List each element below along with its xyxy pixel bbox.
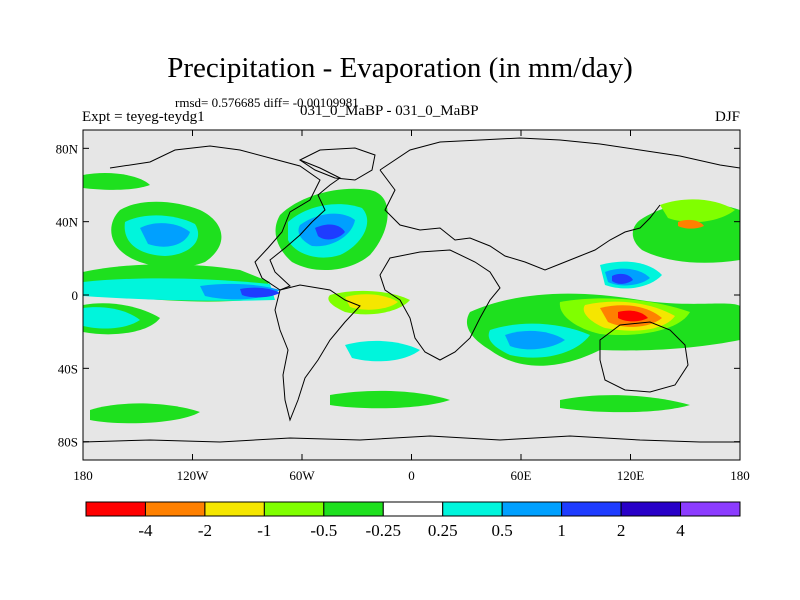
season-label: DJF — [714, 109, 740, 125]
contour-orange-kuroshio — [678, 219, 704, 229]
colorbar-swatch — [263, 501, 325, 517]
colorbar-swatch — [204, 501, 265, 517]
colorbar-label: 0.5 — [492, 521, 513, 540]
plot-title: Precipitation - Evaporation (in mm/day) — [167, 52, 633, 84]
outline-antarctica — [83, 435, 740, 443]
x-tick-label: 180 — [73, 468, 93, 483]
contour-darkblue-itcz — [240, 287, 280, 298]
y-tick-label: 40S — [58, 361, 78, 376]
contour-darkblue-maritime — [612, 273, 633, 284]
contour-green-arctic — [83, 173, 150, 190]
x-tick-label: 60W — [289, 468, 315, 483]
colorbar-swatch — [442, 501, 503, 517]
outline-greenland — [299, 147, 376, 181]
colorbar-label: -1 — [257, 521, 271, 540]
colorbar-label: -4 — [138, 521, 153, 540]
contour-cyan-south-atlantic — [345, 340, 420, 362]
x-tick-label: 180 — [730, 468, 750, 483]
x-tick-label: 0 — [408, 468, 415, 483]
contour-blue-indian — [505, 330, 565, 350]
contour-blue-north-pacific — [140, 223, 190, 247]
y-axis: 80N 40N 0 40S 80S — [56, 141, 740, 450]
colorbar-swatch — [501, 501, 563, 517]
stats-subtitle: rmsd= 0.576685 diff= -0.00109981 — [175, 95, 359, 110]
y-tick-label: 80N — [56, 141, 79, 156]
colorbar-swatch — [680, 501, 741, 517]
x-tick-label: 60E — [511, 468, 532, 483]
contour-yellow-atlantic — [345, 294, 398, 310]
y-tick-label: 40N — [56, 215, 79, 230]
colorbar-swatch — [323, 501, 384, 517]
x-tick-label: 120E — [617, 468, 645, 483]
y-tick-label: 0 — [72, 288, 79, 303]
contour-green-southern-ocean-2 — [330, 390, 450, 409]
contour-darkblue-atlantic — [315, 224, 345, 240]
outline-australia — [599, 321, 689, 393]
outline-eurasia — [379, 137, 740, 271]
colorbar-swatch — [144, 501, 206, 517]
period-label: 031_0_MaBP - 031_0_MaBP — [300, 103, 479, 119]
outline-africa — [379, 249, 501, 361]
colorbar-swatch — [85, 501, 146, 517]
contour-cyan-south-pacific — [83, 307, 140, 329]
colorbar-label: -0.25 — [366, 521, 401, 540]
outline-south-america — [274, 284, 361, 422]
colorbar-label: -0.5 — [310, 521, 337, 540]
contour-green-southern-ocean-1 — [90, 403, 200, 424]
colorbar-swatch — [620, 501, 682, 517]
colorbar-label: 1 — [557, 521, 566, 540]
colorbar-swatch — [561, 501, 622, 517]
colorbar-swatch — [382, 501, 444, 517]
y-tick-label: 80S — [58, 435, 78, 450]
colorbar-label: 0.25 — [428, 521, 458, 540]
outline-north-america — [109, 145, 341, 291]
contour-red-indian — [618, 310, 648, 322]
contour-fields — [83, 173, 740, 424]
experiment-label: Expt = teyeg-teydg1 — [82, 109, 205, 125]
colorbar-label: -2 — [198, 521, 212, 540]
colorbar-label: 4 — [676, 521, 685, 540]
contour-green-southern-ocean-3 — [560, 395, 690, 413]
colorbar: -4 -2 -1 -0.5 -0.25 0.25 0.5 1 2 4 — [85, 501, 741, 540]
x-axis: 180 120W 60W 0 60E 120E 180 — [73, 130, 750, 483]
map-panel: 180 120W 60W 0 60E 120E 180 80N 40N 0 40S 80S — [56, 129, 750, 483]
contour-lightgreen-kuroshio — [660, 199, 735, 223]
continent-outlines — [83, 137, 740, 443]
colorbar-label: 2 — [617, 521, 626, 540]
x-tick-label: 120W — [177, 468, 210, 483]
